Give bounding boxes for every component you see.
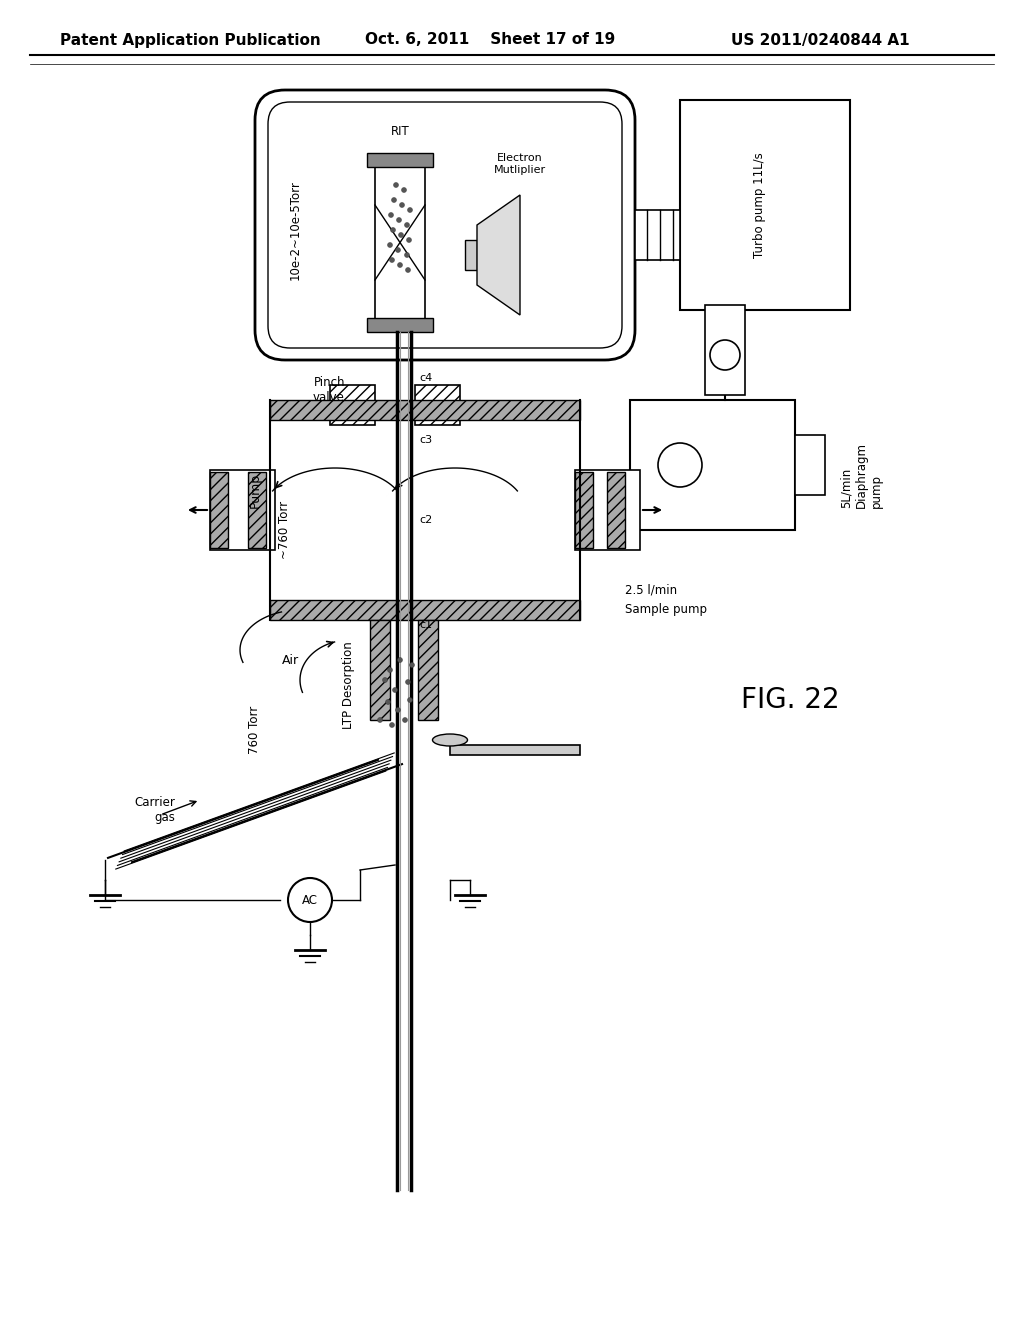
Bar bbox=[795, 436, 825, 495]
Bar bbox=[210, 473, 228, 548]
Bar bbox=[450, 744, 580, 755]
Bar bbox=[367, 153, 433, 168]
Circle shape bbox=[395, 708, 400, 713]
Text: 10e-2~10e-5Torr: 10e-2~10e-5Torr bbox=[289, 180, 301, 280]
Bar bbox=[575, 470, 640, 550]
Circle shape bbox=[395, 248, 400, 252]
Circle shape bbox=[288, 878, 332, 921]
Circle shape bbox=[404, 252, 410, 257]
Text: c4: c4 bbox=[419, 374, 432, 383]
Bar bbox=[248, 473, 266, 548]
Circle shape bbox=[404, 223, 410, 227]
Circle shape bbox=[406, 680, 411, 685]
Circle shape bbox=[378, 718, 383, 722]
Text: 5L/min
Diaphragm
pump: 5L/min Diaphragm pump bbox=[840, 442, 883, 508]
Circle shape bbox=[658, 444, 702, 487]
Bar bbox=[367, 318, 433, 333]
FancyBboxPatch shape bbox=[255, 90, 635, 360]
Text: RIT: RIT bbox=[390, 125, 410, 139]
Text: US 2011/0240844 A1: US 2011/0240844 A1 bbox=[731, 33, 909, 48]
Text: 2.5 l/min: 2.5 l/min bbox=[625, 583, 677, 597]
Circle shape bbox=[710, 341, 740, 370]
Circle shape bbox=[407, 238, 412, 243]
Text: Air: Air bbox=[282, 653, 299, 667]
Ellipse shape bbox=[432, 734, 468, 746]
Text: ~760 Torr: ~760 Torr bbox=[279, 500, 292, 560]
Circle shape bbox=[385, 700, 390, 705]
Circle shape bbox=[390, 227, 395, 232]
Text: Sample pump: Sample pump bbox=[625, 603, 707, 616]
Bar bbox=[270, 601, 580, 620]
Text: c3: c3 bbox=[419, 436, 432, 445]
Circle shape bbox=[397, 263, 402, 268]
Bar bbox=[630, 400, 795, 531]
Circle shape bbox=[408, 697, 413, 702]
Text: c2: c2 bbox=[419, 515, 432, 525]
Text: AC: AC bbox=[302, 894, 318, 907]
Circle shape bbox=[401, 187, 407, 193]
Circle shape bbox=[392, 688, 397, 693]
Bar bbox=[270, 400, 580, 420]
Circle shape bbox=[402, 718, 408, 722]
Text: FIG. 22: FIG. 22 bbox=[740, 686, 840, 714]
Circle shape bbox=[396, 218, 401, 223]
Text: Pump: Pump bbox=[249, 473, 261, 508]
Bar bbox=[375, 154, 425, 330]
Bar bbox=[575, 473, 593, 548]
Circle shape bbox=[387, 243, 392, 248]
Text: Pinch
valve: Pinch valve bbox=[313, 376, 345, 404]
Bar bbox=[370, 620, 390, 719]
Bar bbox=[465, 240, 477, 271]
Text: 760 Torr: 760 Torr bbox=[249, 706, 261, 754]
Circle shape bbox=[391, 198, 396, 202]
Bar bbox=[415, 385, 460, 425]
Text: Carrier
gas: Carrier gas bbox=[134, 796, 175, 824]
Circle shape bbox=[398, 232, 403, 238]
Bar bbox=[705, 305, 745, 395]
Text: Patent Application Publication: Patent Application Publication bbox=[59, 33, 321, 48]
Bar bbox=[607, 473, 625, 548]
Bar bbox=[418, 620, 438, 719]
Circle shape bbox=[408, 207, 413, 213]
Polygon shape bbox=[477, 195, 520, 315]
Circle shape bbox=[389, 257, 394, 263]
Bar bbox=[680, 100, 850, 310]
Circle shape bbox=[406, 268, 411, 272]
Text: Turbo pump 11L/s: Turbo pump 11L/s bbox=[754, 152, 767, 257]
Bar bbox=[330, 385, 375, 425]
Circle shape bbox=[387, 668, 392, 672]
Text: LTP Desorption: LTP Desorption bbox=[342, 642, 355, 729]
Text: Electron
Mutliplier: Electron Mutliplier bbox=[494, 153, 546, 176]
Circle shape bbox=[410, 663, 415, 668]
Circle shape bbox=[383, 677, 387, 682]
Circle shape bbox=[389, 722, 394, 727]
Text: c1: c1 bbox=[419, 620, 432, 630]
Circle shape bbox=[397, 657, 402, 663]
Bar bbox=[210, 470, 275, 550]
Circle shape bbox=[393, 182, 398, 187]
Bar bbox=[635, 210, 680, 260]
Text: Oct. 6, 2011    Sheet 17 of 19: Oct. 6, 2011 Sheet 17 of 19 bbox=[365, 33, 615, 48]
Circle shape bbox=[399, 202, 404, 207]
Circle shape bbox=[388, 213, 393, 218]
